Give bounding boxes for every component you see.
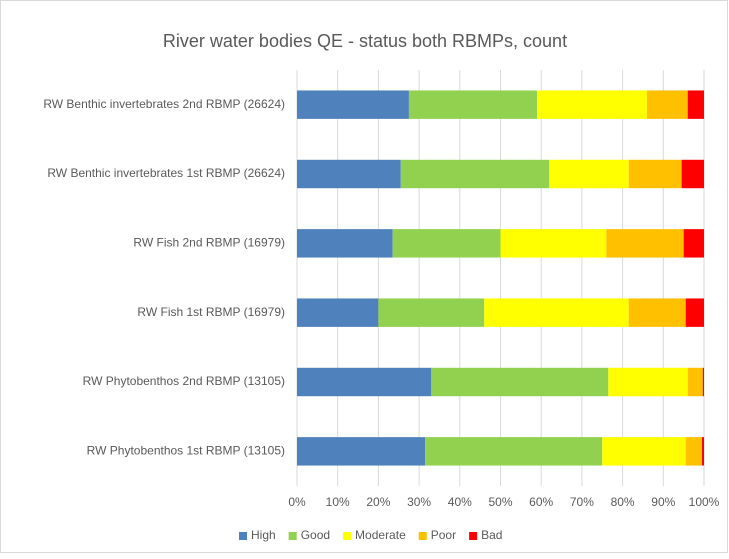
bar-segment (297, 90, 409, 119)
legend-label: High (251, 528, 276, 542)
y-tick-label: RW Fish 2nd RBMP (16979) (133, 236, 285, 250)
bar-segment (606, 229, 684, 258)
bar-segment (408, 90, 538, 119)
bar-segment (297, 229, 393, 258)
y-tick-label: RW Phytobenthos 1st RBMP (13105) (87, 444, 285, 458)
y-tick-label: RW Phytobenthos 2nd RBMP (13105) (83, 374, 285, 388)
legend-swatch (418, 532, 427, 540)
bar-segment (687, 367, 703, 397)
bar-segment (647, 90, 688, 119)
bar-segment (537, 90, 648, 119)
bar-segment (297, 298, 379, 327)
legend-label: Poor (431, 528, 456, 542)
x-tick-label: 50% (488, 495, 512, 509)
bar-segment (685, 298, 704, 327)
legend-label: Bad (481, 528, 502, 542)
bar-segment (549, 159, 629, 189)
bar-segment (425, 437, 603, 466)
bar-segment (702, 367, 704, 397)
legend-swatch (288, 532, 297, 540)
bar-segment (602, 437, 686, 466)
bar-segment (392, 229, 501, 258)
bar-segment (681, 159, 704, 189)
x-tick-label: 40% (448, 495, 472, 509)
bar-segment (687, 90, 704, 119)
x-tick-label: 60% (529, 495, 553, 509)
bar-segment (685, 437, 702, 466)
legend-swatch (469, 532, 478, 540)
legend-swatch (239, 532, 247, 540)
bar-segment (400, 159, 550, 189)
bar-segment (628, 159, 682, 189)
bar-segment (683, 229, 704, 258)
x-tick-label: 0% (288, 495, 306, 509)
bar-segment (431, 367, 609, 397)
bar-segment (701, 437, 704, 466)
x-tick-label: 80% (611, 495, 635, 509)
x-tick-label: 70% (570, 495, 594, 509)
x-tick-label: 10% (326, 495, 350, 509)
bar-segment (484, 298, 629, 327)
chart-title: River water bodies QE - status both RBMP… (163, 31, 567, 51)
bar-segment (297, 367, 432, 397)
bar-segment (378, 298, 485, 327)
legend-swatch (343, 532, 352, 540)
legend-label: Good (301, 528, 330, 542)
x-tick-label: 100% (689, 495, 720, 509)
bar-segment (297, 159, 401, 189)
x-tick-label: 90% (651, 495, 675, 509)
x-tick-label: 30% (407, 495, 431, 509)
y-tick-label: RW Benthic invertebrates 2nd RBMP (26624… (43, 97, 285, 111)
bar-segment (608, 367, 688, 397)
legend-label: Moderate (355, 528, 406, 542)
x-tick-label: 20% (366, 495, 390, 509)
bar-segment (628, 298, 686, 327)
y-tick-label: RW Benthic invertebrates 1st RBMP (26624… (47, 166, 285, 180)
bar-segment (297, 437, 426, 466)
bar-segment (500, 229, 607, 258)
y-tick-label: RW Fish 1st RBMP (16979) (137, 305, 285, 319)
